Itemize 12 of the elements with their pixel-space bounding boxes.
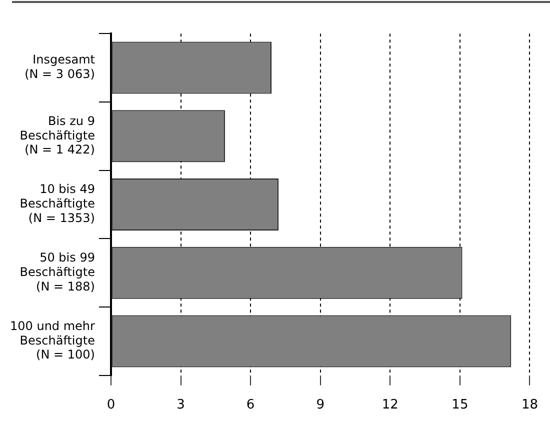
- x-tick-label: 0: [106, 398, 116, 413]
- y-tick-label: 10 bis 49 Beschäftigte (N = 1353): [20, 182, 95, 226]
- x-tick-label: 3: [176, 398, 185, 413]
- x-tick-label: 18: [521, 398, 538, 413]
- y-tick-label: 50 bis 99 Beschäftigte (N = 188): [20, 250, 95, 294]
- y-tick-label: 100 und mehr Beschäftigte (N = 100): [10, 318, 96, 362]
- x-tick-label: 12: [382, 398, 398, 413]
- x-tick-label: 6: [246, 398, 255, 413]
- y-tick-label: Bis zu 9 Beschäftigte (N = 1 422): [20, 114, 95, 157]
- x-tick-label: 9: [316, 398, 324, 413]
- y-tick-label: Insgesamt (N = 3 063): [24, 52, 96, 82]
- x-tick-label: 15: [452, 398, 468, 413]
